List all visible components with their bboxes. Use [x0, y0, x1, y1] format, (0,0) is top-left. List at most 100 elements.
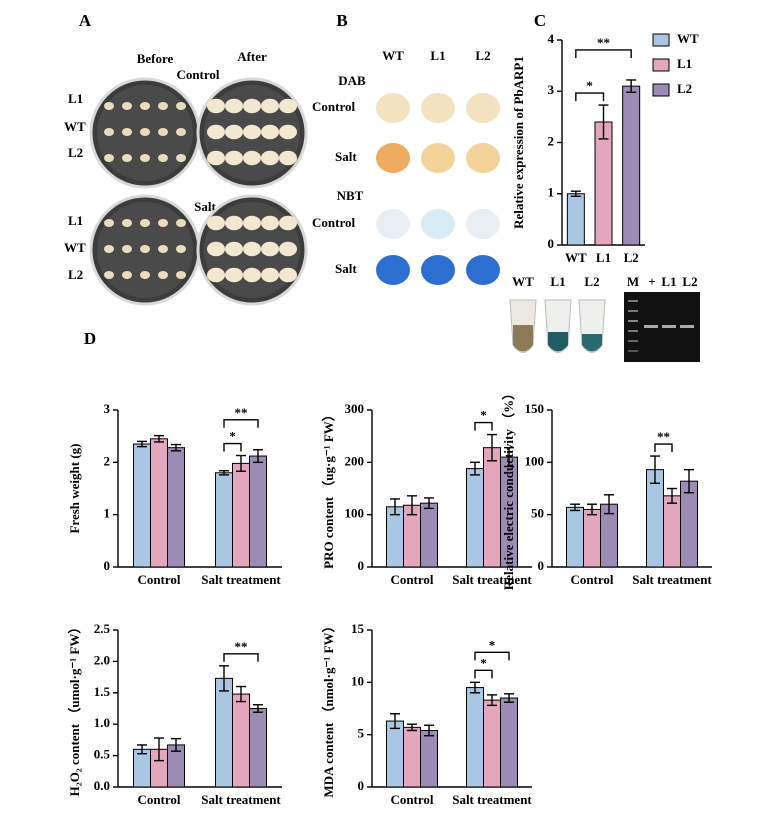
callus: [176, 245, 186, 253]
row-label: Salt: [335, 261, 357, 276]
y-tick-label: 0: [548, 236, 555, 251]
x-tick-label: Salt treatment: [452, 572, 532, 587]
bar: [500, 697, 518, 788]
callus: [243, 215, 261, 231]
bar: [420, 502, 438, 568]
y-axis-label: Fresh weight (g): [67, 443, 82, 533]
callus: [158, 271, 168, 279]
bar: [466, 468, 484, 568]
error-bar: [504, 446, 514, 468]
row-label: WT: [64, 240, 86, 255]
error-bar: [626, 79, 637, 93]
legend-swatch: [652, 83, 670, 97]
legend-label: WT: [677, 31, 699, 46]
tissue-sample: [376, 209, 410, 239]
gel-photo: [624, 292, 700, 362]
y-tick-label: 0.5: [94, 747, 111, 762]
bar: [680, 480, 698, 568]
significance-label: *: [586, 78, 593, 93]
error-bar: [253, 704, 263, 713]
bar: [215, 472, 233, 568]
bar: [249, 708, 267, 788]
lane-label: M: [627, 274, 639, 289]
y-tick-label: 1: [548, 185, 555, 200]
row-label: L1: [68, 91, 83, 106]
significance-label: **: [235, 405, 248, 420]
y-tick-label: 300: [345, 401, 365, 416]
significance-bracket: [474, 651, 510, 661]
callus: [225, 98, 243, 114]
callus: [207, 241, 225, 257]
error-bar: [219, 470, 229, 476]
bar: [133, 443, 151, 568]
y-tick-label: 5: [358, 726, 365, 741]
y-tick-label: 50: [531, 506, 544, 521]
callus: [140, 128, 150, 136]
row-label: L1: [68, 213, 83, 228]
bar: [622, 85, 641, 246]
x-tick-label: Control: [570, 572, 613, 587]
error-bar: [253, 449, 263, 464]
callus: [243, 150, 261, 166]
callus: [279, 241, 297, 257]
legend-swatch: [652, 58, 670, 72]
legend-swatch: [652, 33, 670, 47]
error-bar: [587, 503, 597, 516]
error-bar: [570, 190, 581, 198]
callus: [243, 241, 261, 257]
row-label: L2: [68, 267, 83, 282]
significance-label: *: [229, 429, 236, 444]
y-tick-label: 100: [525, 453, 545, 468]
y-tick-label: 150: [525, 401, 545, 416]
callus: [279, 150, 297, 166]
x-tick-label: Salt treatment: [201, 572, 281, 587]
error-bar: [154, 737, 164, 762]
x-tick-label: Control: [390, 572, 433, 587]
bar: [663, 495, 681, 568]
tissue-sample: [466, 143, 500, 173]
y-tick-label: 0: [104, 558, 111, 573]
callus: [104, 154, 114, 162]
callus: [261, 241, 279, 257]
error-bar: [570, 503, 580, 512]
error-bar: [470, 681, 480, 694]
bar: [133, 748, 151, 788]
y-axis-label: MDA content （nmol·g⁻¹ FW）: [321, 620, 336, 798]
significance-bracket: [474, 421, 493, 431]
callus: [207, 150, 225, 166]
error-bar: [219, 665, 229, 692]
bar: [466, 687, 484, 788]
error-bar: [424, 497, 434, 510]
panel-letter: D: [84, 329, 96, 348]
callus: [279, 98, 297, 114]
callus: [243, 267, 261, 283]
error-bar: [171, 443, 181, 452]
lane-label: +: [648, 274, 655, 289]
tissue-sample: [376, 93, 410, 123]
callus: [104, 128, 114, 136]
error-bar: [390, 498, 400, 516]
error-bar: [604, 494, 614, 515]
callus: [158, 219, 168, 227]
error-bar: [236, 685, 246, 703]
bar: [232, 462, 250, 568]
callus: [279, 124, 297, 140]
legend-label: L2: [677, 81, 692, 96]
callus: [225, 241, 243, 257]
stain-label: NBT: [337, 188, 364, 203]
error-bar: [154, 434, 164, 443]
callus: [158, 154, 168, 162]
tissue-sample: [466, 209, 500, 239]
x-tick-label: Control: [137, 572, 180, 587]
tissue-sample: [421, 255, 455, 285]
callus: [158, 245, 168, 253]
callus: [104, 245, 114, 253]
bar: [566, 193, 585, 246]
y-tick-label: 4: [548, 31, 555, 46]
callus: [158, 128, 168, 136]
callus: [225, 124, 243, 140]
callus: [122, 102, 132, 110]
x-tick-label: L2: [624, 250, 639, 265]
bar: [483, 447, 501, 568]
tube-label: L2: [584, 274, 599, 289]
